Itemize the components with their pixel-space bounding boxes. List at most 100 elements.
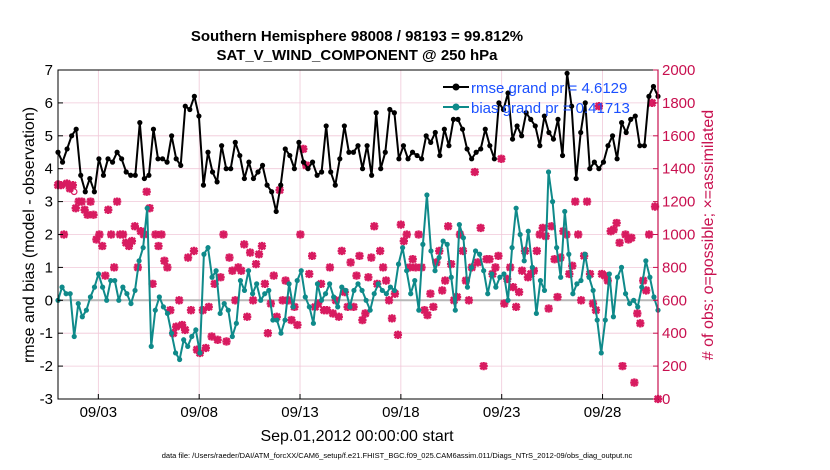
obs-assimilated-point (535, 230, 544, 239)
obs-assimilated-point (107, 230, 116, 239)
rmse-point (482, 126, 488, 132)
obs-assimilated-point (426, 289, 435, 298)
rmse-point (341, 123, 347, 129)
obs-assimilated-point (86, 197, 95, 206)
rmse-point (650, 83, 657, 90)
bias-point (197, 350, 203, 356)
bias-point (505, 297, 511, 303)
bias-point (124, 291, 130, 297)
bias-point (566, 251, 572, 257)
obs-assimilated-point (411, 263, 420, 272)
rmse-point (409, 149, 416, 155)
rmse-point (96, 156, 102, 162)
rmse-point (582, 100, 588, 106)
rmse-point (550, 136, 557, 142)
obs-assimilated-point (316, 279, 326, 289)
bias-point (464, 284, 471, 290)
obs-assimilated-point (296, 230, 305, 239)
rmse-point (473, 149, 479, 155)
obs-assimilated-point (124, 241, 134, 251)
rmse-point (609, 133, 616, 139)
obs-assimilated-point (109, 263, 119, 272)
bias-point (164, 310, 171, 317)
obs-assimilated-point (83, 210, 92, 219)
obs-assimilated-point (600, 271, 609, 280)
bias-point (274, 317, 280, 323)
rmse-point (100, 172, 107, 178)
rmse-point (155, 156, 161, 162)
rmse-point (173, 156, 179, 162)
bias-point (306, 304, 312, 310)
obs-assimilated-point (251, 259, 261, 269)
tick-label-left: -1 (40, 325, 53, 342)
bias-point (574, 281, 580, 287)
bias-point (249, 291, 256, 297)
rmse-point (278, 182, 284, 188)
obs-assimilated-point (423, 310, 432, 320)
rmse-point (396, 156, 402, 162)
tick-label-x: 09/08 (180, 404, 218, 421)
obs-assimilated-point (494, 251, 503, 261)
bias-point (485, 291, 491, 297)
obs-assimilated-point (112, 197, 122, 206)
rmse-point (182, 103, 188, 109)
rmse-point (441, 126, 447, 132)
obs-assimilated-point (517, 266, 527, 275)
bias-point (156, 294, 162, 300)
bias-point (635, 304, 641, 310)
bias-point (160, 304, 167, 310)
rmse-point (646, 93, 652, 99)
rmse-point (428, 139, 434, 145)
rmse-point (282, 146, 288, 152)
bias-point (213, 268, 219, 274)
bias-point (318, 297, 325, 303)
obs-assimilated-point (503, 274, 512, 284)
obs-assimilated-point (245, 248, 255, 257)
bias-point (209, 274, 215, 280)
rmse-series (55, 70, 661, 215)
bias-point (120, 284, 126, 290)
tick-label-x: 09/03 (80, 404, 118, 421)
obs-assimilated-point (172, 322, 181, 331)
bias-point (99, 284, 106, 290)
rmse-point (628, 116, 634, 122)
obs-assimilated-point (461, 276, 471, 285)
bias-point (278, 330, 284, 336)
rmse-point (523, 110, 529, 116)
obs-assimilated-point (452, 292, 462, 302)
obs-assimilated-point (565, 269, 574, 279)
rmse-point (419, 156, 425, 162)
obs-assimilated-point (80, 205, 89, 214)
obs-assimilated-point (284, 296, 293, 305)
obs-assimilated-point (175, 296, 184, 305)
obs-possible-point (70, 188, 78, 196)
rmse-point (464, 146, 470, 152)
rmse-point (496, 100, 502, 106)
obs-assimilated-point (455, 230, 465, 239)
rmse-point (337, 156, 343, 162)
obs-assimilated-point (263, 329, 273, 338)
obs-assimilated-point (636, 319, 645, 328)
rmse-point (137, 120, 143, 126)
rmse-point (405, 156, 411, 162)
rmse-point (214, 179, 220, 185)
obs-assimilated-point (257, 241, 267, 251)
rmse-point (187, 106, 193, 113)
rmse-point (605, 143, 611, 149)
rmse-point (491, 156, 497, 162)
obs-assimilated-point (293, 320, 302, 330)
bias-point (95, 271, 102, 277)
obs-assimilated-point (95, 230, 104, 239)
obs-assimilated-point (550, 255, 559, 264)
bias-point (258, 297, 264, 303)
obs-assimilated-point (627, 233, 636, 242)
bias-point (314, 281, 321, 287)
bias-point (335, 304, 341, 310)
rmse-point (114, 149, 120, 155)
rmse-point (369, 172, 375, 178)
bias-point (456, 222, 462, 228)
x-axis-label: Sep.01,2012 00:00:00 start (260, 428, 454, 445)
rmse-point (591, 159, 597, 165)
bias-point (387, 284, 394, 290)
bias-point (201, 251, 207, 257)
